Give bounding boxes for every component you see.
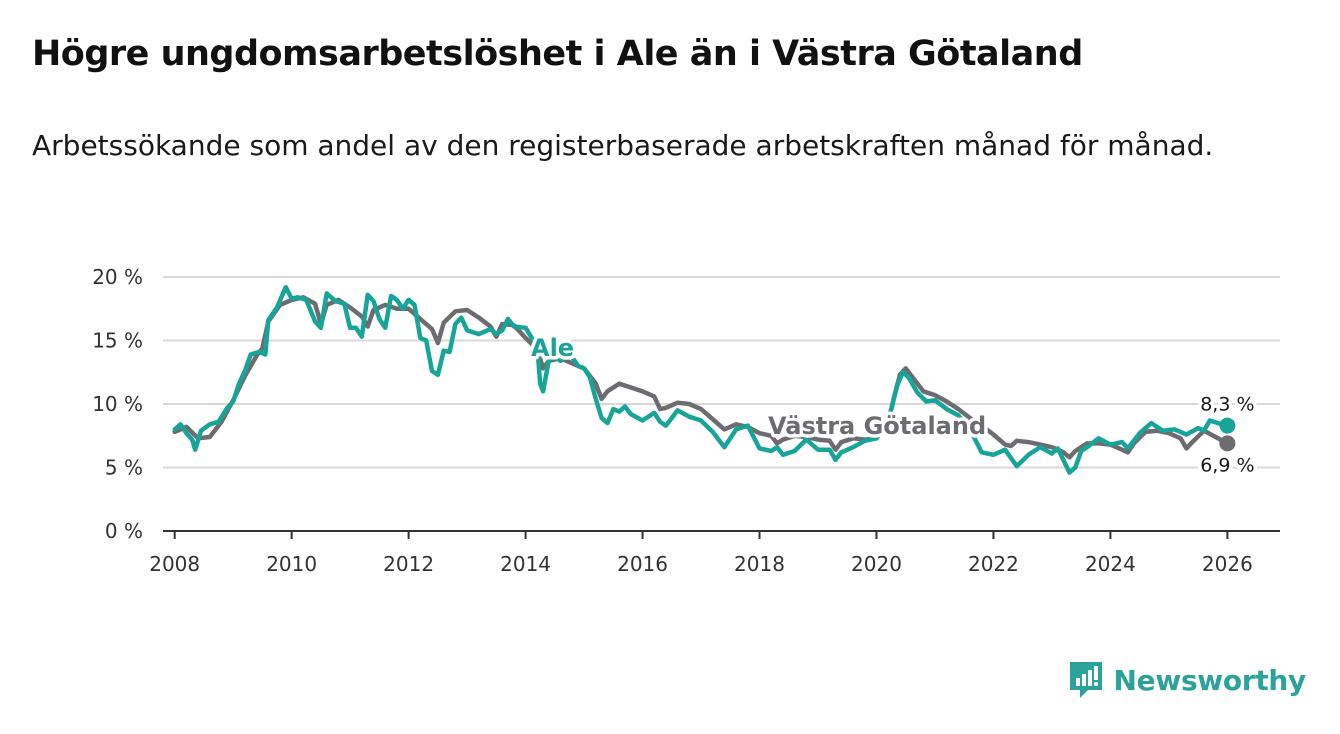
end-point-ale [1219, 417, 1236, 434]
series-label-ale-halo: Ale [531, 334, 574, 362]
series-line-vastra-gotaland [172, 295, 1230, 460]
x-tick-label: 2012 [383, 552, 434, 576]
series-line-ale [172, 284, 1230, 475]
y-axis-ticks: 0 % 5 % 10 % 15 % 20 % [92, 265, 143, 543]
chart-title: Högre ungdomsarbetslöshet i Ale än i Väs… [32, 34, 1083, 74]
x-tick-label: 2020 [851, 552, 902, 576]
y-tick-label: 15 % [92, 329, 143, 353]
x-tick-label: 2026 [1202, 552, 1253, 576]
newsworthy-logo-icon [1069, 662, 1102, 698]
x-tick-label: 2022 [968, 552, 1019, 576]
x-tick-label: 2024 [1085, 552, 1136, 576]
x-tick-label: 2014 [500, 552, 551, 576]
x-tick-label: 2008 [149, 552, 200, 576]
end-point-vastra-gotaland [1219, 435, 1236, 452]
y-tick-label: 5 % [105, 456, 143, 480]
brand: Newsworthy [1068, 660, 1306, 700]
end-label-vastra-gotaland-halo: 6,9 % [1200, 454, 1254, 476]
brand-name: Newsworthy [1113, 663, 1307, 697]
y-tick-label: 10 % [92, 392, 143, 416]
series-lines [172, 284, 1236, 475]
y-tick-label: 0 % [105, 519, 143, 543]
series-label-vastra-gotaland: Västra Götaland [768, 412, 986, 440]
end-label-ale: 8,3 % [1200, 394, 1254, 416]
gridlines [163, 276, 1280, 469]
chart-subtitle: Arbetssökande som andel av den registerb… [32, 129, 1214, 162]
end-label-ale-halo: 8,3 % [1200, 394, 1254, 416]
series-label-vastra-gotaland-halo: Västra Götaland [768, 412, 986, 440]
x-tick-label: 2010 [266, 552, 317, 576]
y-tick-label: 20 % [92, 265, 143, 289]
x-axis: 2008 2010 2012 2014 2016 2018 2020 2022 2024 2026 [149, 530, 1280, 576]
x-tick-label: 2016 [617, 552, 668, 576]
x-tick-label: 2018 [734, 552, 785, 576]
end-label-vastra-gotaland: 6,9 % [1200, 454, 1254, 476]
series-label-ale: Ale [531, 334, 574, 362]
